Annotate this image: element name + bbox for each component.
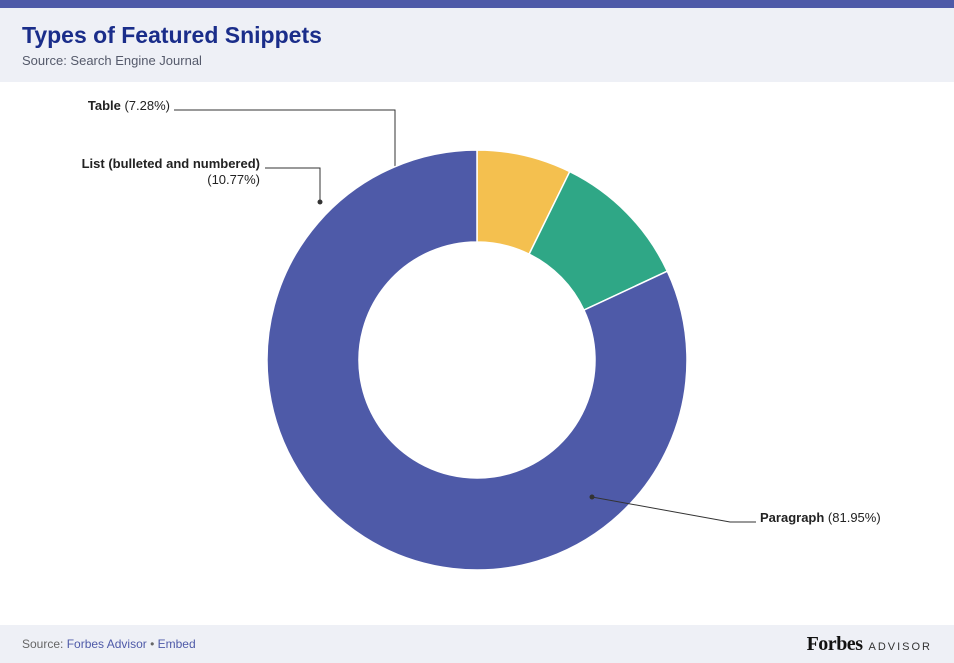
forbes-logo-text: Forbes (807, 633, 863, 656)
footer-logo: Forbes ADVISOR (807, 633, 932, 656)
footer-source: Source: Forbes Advisor • Embed (22, 637, 196, 651)
slice-label: Paragraph (81.95%) (760, 510, 881, 525)
leader-line (265, 168, 320, 202)
chart-header: Types of Featured Snippets Source: Searc… (0, 8, 954, 82)
footer-source-prefix: Source: (22, 637, 67, 651)
chart-subtitle: Source: Search Engine Journal (22, 53, 932, 68)
footer-separator: • (147, 637, 158, 651)
leader-dot (590, 495, 595, 500)
chart-title: Types of Featured Snippets (22, 22, 932, 49)
slice-label: Table (7.28%) (88, 98, 170, 113)
top-accent-bar (0, 0, 954, 8)
footer-source-link[interactable]: Forbes Advisor (67, 637, 147, 651)
chart-footer: Source: Forbes Advisor • Embed Forbes AD… (0, 625, 954, 663)
donut-chart: Table (7.28%) List (bulleted and numbered… (0, 82, 954, 622)
donut-svg: Table (7.28%) List (bulleted and numbered… (0, 82, 954, 622)
advisor-text: ADVISOR (868, 641, 932, 653)
footer-embed-link[interactable]: Embed (158, 637, 196, 651)
slice-label: List (bulleted and numbered)(10.77%) (82, 156, 260, 187)
leader-dot (318, 200, 323, 205)
